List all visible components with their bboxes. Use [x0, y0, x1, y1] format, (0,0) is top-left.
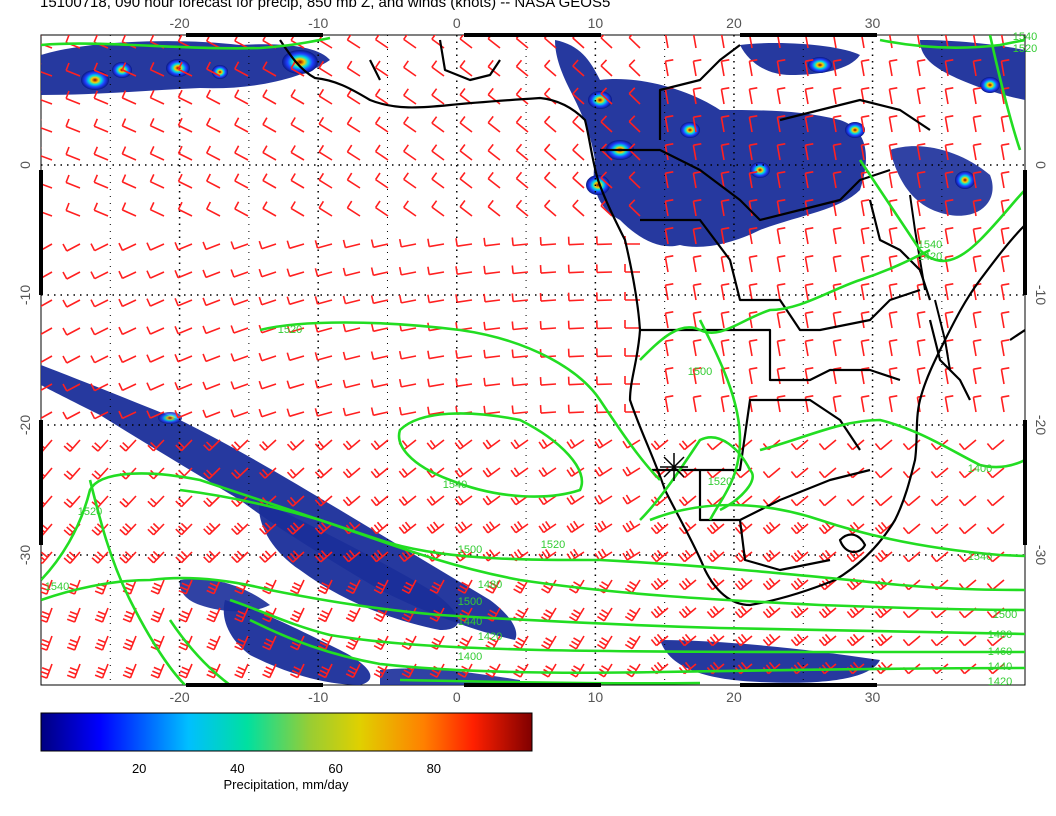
- y-tick-label-left: 0: [17, 161, 33, 169]
- x-tick-label-top: 10: [588, 15, 604, 31]
- contour-label: 1480: [988, 629, 1012, 641]
- contour-label: 1540: [45, 581, 69, 593]
- contour-label: 1540: [968, 551, 992, 563]
- contour-label: 1420: [918, 251, 942, 263]
- x-tick-label-bottom: 30: [865, 689, 881, 705]
- wind-barbs-layer: [41, 35, 1010, 679]
- y-tick-label-right: -30: [1033, 545, 1049, 565]
- colorbar-tick-label: 60: [328, 761, 342, 776]
- x-tick-label-top: -10: [308, 15, 328, 31]
- colorbar-tick-label: 80: [427, 761, 441, 776]
- y-tick-label-right: -20: [1033, 415, 1049, 435]
- x-tick-label-bottom: 20: [726, 689, 742, 705]
- geopotential-contours: [41, 35, 1025, 685]
- frame-ticks: [39, 33, 1027, 687]
- x-tick-label-bottom: 10: [588, 689, 604, 705]
- contour-label: 1440: [458, 616, 482, 628]
- contour-label: 1420: [988, 676, 1012, 688]
- colorbar: 20 40 60 80 Precipitation, mm/day: [40, 712, 533, 792]
- contour-label: 1500: [458, 544, 482, 556]
- contour-label: 1540: [443, 479, 467, 491]
- contour-label: 1460: [988, 646, 1012, 658]
- location-marker-icon: [660, 453, 688, 481]
- coastline-layer: [279, 39, 1025, 607]
- x-tick-label-top: 0: [453, 15, 461, 31]
- contour-label: 1400: [458, 651, 482, 663]
- y-tick-label-left: -30: [17, 545, 33, 565]
- contour-label: 1520: [708, 476, 732, 488]
- contour-label: 1500: [688, 366, 712, 378]
- contour-label: 1500: [993, 609, 1017, 621]
- contour-label: 1520: [1013, 43, 1037, 55]
- x-tick-label-top: 20: [726, 15, 742, 31]
- colorbar-tick-label: 20: [132, 761, 146, 776]
- x-tick-label-top: 30: [865, 15, 881, 31]
- contour-label: 1420: [478, 631, 502, 643]
- y-tick-label-right: -10: [1033, 285, 1049, 305]
- contour-label: 1540: [918, 239, 942, 251]
- contour-label: 1400: [968, 463, 992, 475]
- x-tick-label-bottom: -20: [169, 689, 189, 705]
- contour-label: 1520: [278, 324, 302, 336]
- x-tick-label-bottom: -10: [308, 689, 328, 705]
- colorbar-label: Precipitation, mm/day: [224, 777, 349, 792]
- contour-label: 1500: [458, 596, 482, 608]
- contour-label: 1480: [478, 579, 502, 591]
- colorbar-tick-label: 40: [230, 761, 244, 776]
- y-tick-label-right: 0: [1033, 161, 1049, 169]
- contour-label: 1520: [78, 506, 102, 518]
- y-tick-label-left: -10: [17, 285, 33, 305]
- y-tick-label-left: -20: [17, 415, 33, 435]
- x-tick-label-bottom: 0: [453, 689, 461, 705]
- page-title: 15100718, 090 hour forecast for precip, …: [40, 0, 611, 11]
- contour-label: 1520: [541, 539, 565, 551]
- contour-label: 1440: [988, 661, 1012, 673]
- x-tick-label-top: -20: [169, 15, 189, 31]
- contour-label: 1540: [1013, 31, 1037, 43]
